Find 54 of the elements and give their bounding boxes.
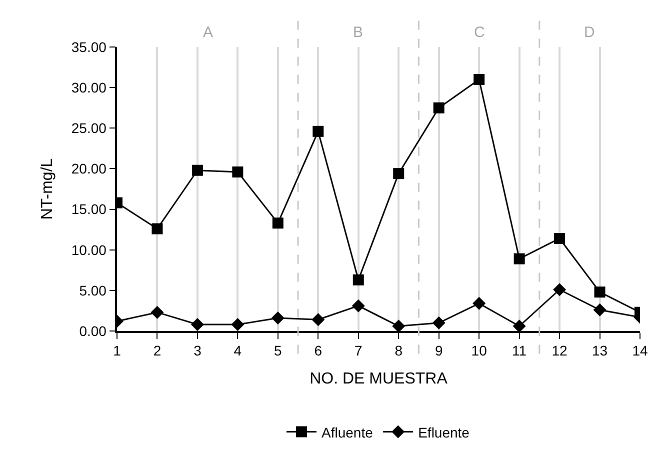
x-tick-label: 3 xyxy=(194,342,202,359)
y-tick-label: 20.00 xyxy=(71,160,107,177)
point xyxy=(472,296,486,310)
text: C xyxy=(474,24,485,41)
y-tick-label: 10.00 xyxy=(71,242,107,258)
y-tick-label: 25.00 xyxy=(71,120,107,136)
x-tick-label: 13 xyxy=(592,342,608,359)
x-tick-label: 1 xyxy=(113,342,122,359)
x-tick-label: 6 xyxy=(314,342,322,359)
point xyxy=(393,168,404,180)
x-tick-label: 14 xyxy=(632,342,648,359)
point xyxy=(593,303,606,316)
legend-label: Afluente xyxy=(322,424,374,440)
y-tick-label: 0.00 xyxy=(79,322,107,339)
y-tick-label: 5.00 xyxy=(79,282,107,298)
text: A xyxy=(203,24,214,41)
point xyxy=(312,313,325,326)
y-tick-label: 35.00 xyxy=(71,38,107,55)
point xyxy=(312,126,324,137)
point xyxy=(150,306,164,319)
x-tick-label: 11 xyxy=(512,342,527,359)
point xyxy=(554,233,566,244)
point xyxy=(352,274,364,286)
y-tick-label: 30.00 xyxy=(71,79,107,96)
point xyxy=(352,299,365,312)
legend-label: Efluente xyxy=(418,424,470,440)
x-tick-label: 9 xyxy=(434,342,443,359)
point xyxy=(231,318,244,331)
x-tick-label: 10 xyxy=(471,342,488,359)
point xyxy=(232,166,244,178)
point xyxy=(272,218,284,229)
x-tick-label: 4 xyxy=(234,342,242,359)
y-tick-label: 15.00 xyxy=(71,201,107,218)
point xyxy=(553,283,566,296)
point xyxy=(392,320,406,331)
point xyxy=(192,164,203,176)
x-tick-label: 7 xyxy=(354,342,362,359)
x-axis-title: NO. DE MUESTRA xyxy=(310,370,448,388)
x-tick-label: 8 xyxy=(394,342,403,359)
point xyxy=(432,316,446,330)
point xyxy=(594,286,606,298)
text: B xyxy=(353,24,364,41)
point xyxy=(474,74,485,85)
point xyxy=(514,253,525,264)
text: D xyxy=(584,24,595,41)
point xyxy=(512,320,526,331)
point xyxy=(190,318,204,331)
x-tick-label: 2 xyxy=(153,342,162,359)
x-tick-label: 5 xyxy=(274,342,282,359)
x-tick-label: 12 xyxy=(552,342,568,359)
y-axis-title: NT-mg/L xyxy=(38,158,56,220)
point xyxy=(152,223,163,234)
point xyxy=(271,312,284,325)
point xyxy=(433,102,444,114)
